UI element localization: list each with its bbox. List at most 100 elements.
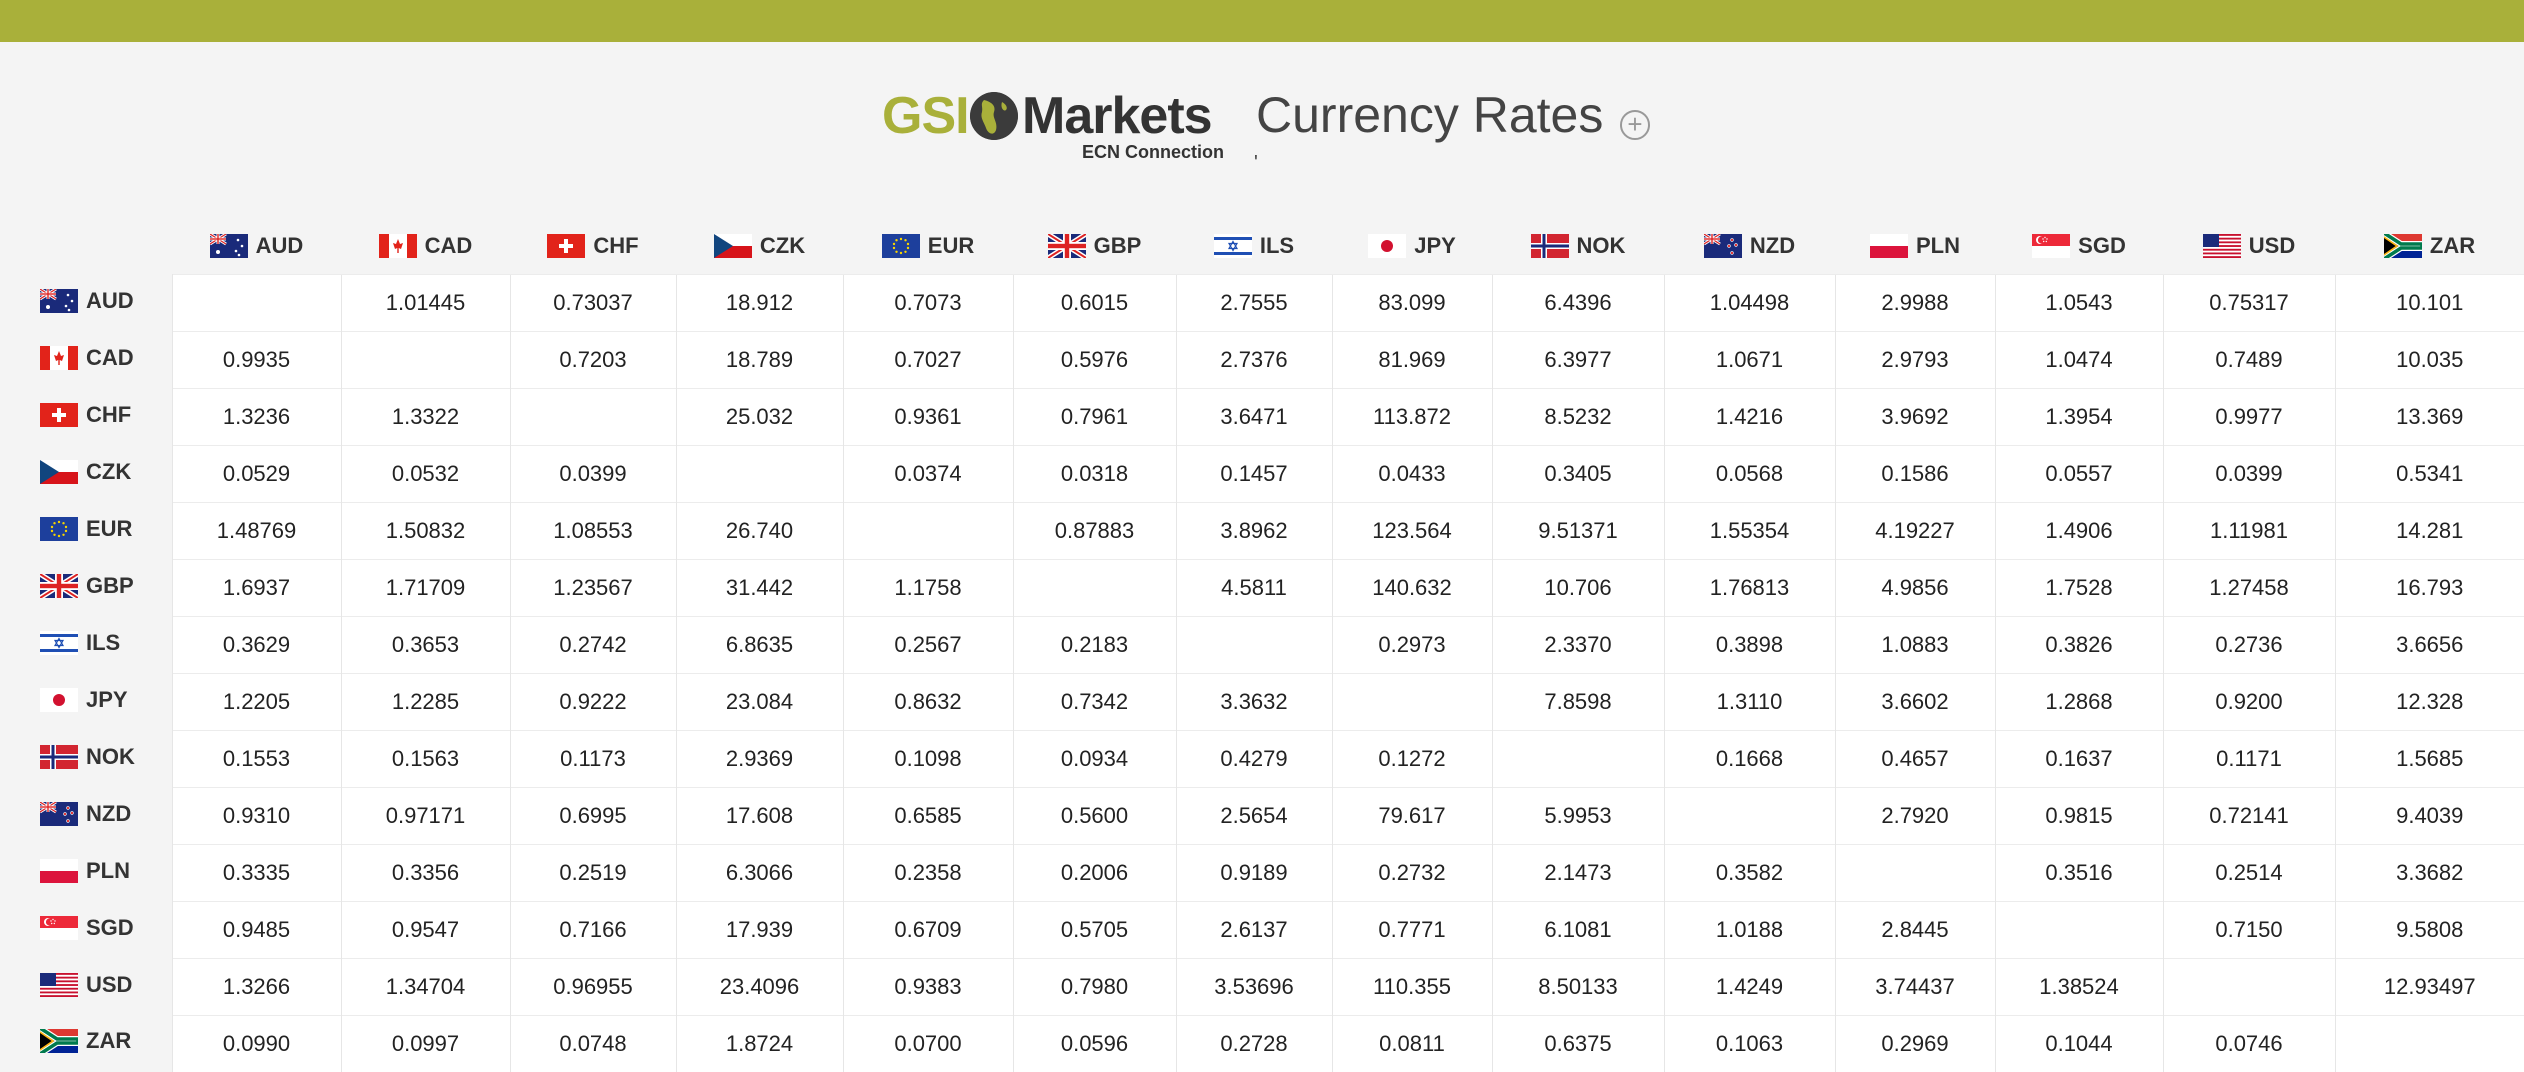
- column-header-sgd[interactable]: SGD: [1995, 222, 2163, 275]
- rate-cell: 0.2732: [1332, 845, 1492, 902]
- rate-cell: 9.51371: [1492, 503, 1664, 560]
- column-header-nzd[interactable]: NZD: [1664, 222, 1835, 275]
- logo-tagline: ECN Connection: [1082, 142, 1224, 163]
- currency-code-label: NOK: [86, 744, 135, 770]
- row-header-ils[interactable]: ILS: [0, 617, 172, 674]
- rate-cell: 0.5600: [1013, 788, 1176, 845]
- rate-cell: 0.3356: [341, 845, 510, 902]
- row-header-nok[interactable]: NOK: [0, 731, 172, 788]
- column-header-pln[interactable]: PLN: [1835, 222, 1995, 275]
- row-currency: CAD: [40, 345, 134, 371]
- globe-icon: [970, 92, 1018, 140]
- flag-nok-icon: [40, 745, 78, 769]
- flag-ils-icon: [40, 631, 78, 655]
- rate-cell: 1.3322: [341, 389, 510, 446]
- rate-cell: 0.73037: [510, 275, 676, 332]
- column-header-gbp[interactable]: GBP: [1013, 222, 1176, 275]
- rate-cell: 0.2514: [2163, 845, 2335, 902]
- rate-cell: 1.6937: [172, 560, 341, 617]
- plus-circle-icon[interactable]: +: [1620, 110, 1650, 140]
- row-header-czk[interactable]: CZK: [0, 446, 172, 503]
- rate-cell: 1.38524: [1995, 959, 2163, 1016]
- column-header-czk[interactable]: CZK: [676, 222, 843, 275]
- row-header-jpy[interactable]: JPY: [0, 674, 172, 731]
- rate-cell: 1.48769: [172, 503, 341, 560]
- rate-cell: 1.2868: [1995, 674, 2163, 731]
- rate-cell: 0.72141: [2163, 788, 2335, 845]
- rate-cell: 0.1171: [2163, 731, 2335, 788]
- column-header-cad[interactable]: CAD: [341, 222, 510, 275]
- rate-cell: 0.6585: [843, 788, 1013, 845]
- column-currency: AUD: [210, 233, 304, 259]
- gsi-markets-logo[interactable]: GSI Markets ECN Connection: [882, 86, 1222, 166]
- flag-usd-icon: [2203, 234, 2241, 258]
- rate-cell: 0.3516: [1995, 845, 2163, 902]
- column-currency: CHF: [547, 233, 638, 259]
- currency-code-label: AUD: [256, 233, 304, 259]
- rate-cell: 6.3066: [676, 845, 843, 902]
- rate-cell: 6.4396: [1492, 275, 1664, 332]
- column-header-ils[interactable]: ILS: [1176, 222, 1332, 275]
- rate-cell: 6.3977: [1492, 332, 1664, 389]
- flag-ils-icon: [1214, 234, 1252, 258]
- rate-cell: 9.4039: [2335, 788, 2524, 845]
- rate-cell: 1.34704: [341, 959, 510, 1016]
- currency-code-label: EUR: [928, 233, 974, 259]
- column-header-chf[interactable]: CHF: [510, 222, 676, 275]
- rate-cell: 1.3266: [172, 959, 341, 1016]
- rate-cell: 0.87883: [1013, 503, 1176, 560]
- rate-cell: 1.76813: [1664, 560, 1835, 617]
- column-header-zar[interactable]: ZAR: [2335, 222, 2524, 275]
- row-header-pln[interactable]: PLN: [0, 845, 172, 902]
- row-header-aud[interactable]: AUD: [0, 275, 172, 332]
- rate-cell: 3.6471: [1176, 389, 1332, 446]
- row-header-cad[interactable]: CAD: [0, 332, 172, 389]
- rate-cell: 13.369: [2335, 389, 2524, 446]
- top-accent-bar: [0, 0, 2524, 42]
- row-header-nzd[interactable]: NZD: [0, 788, 172, 845]
- rate-cell: 0.0433: [1332, 446, 1492, 503]
- rate-cell: 123.564: [1332, 503, 1492, 560]
- rate-cell: 4.9856: [1835, 560, 1995, 617]
- rate-cell: 4.5811: [1176, 560, 1332, 617]
- currency-code-label: JPY: [1414, 233, 1456, 259]
- rate-cell: 1.08553: [510, 503, 676, 560]
- row-currency: JPY: [40, 687, 128, 713]
- column-header-jpy[interactable]: JPY: [1332, 222, 1492, 275]
- rate-cell: 2.9369: [676, 731, 843, 788]
- column-header-eur[interactable]: EUR: [843, 222, 1013, 275]
- row-header-sgd[interactable]: SGD: [0, 902, 172, 959]
- column-header-usd[interactable]: USD: [2163, 222, 2335, 275]
- row-header-eur[interactable]: EUR: [0, 503, 172, 560]
- flag-nzd-icon: [1704, 234, 1742, 258]
- rate-cell: 0.2736: [2163, 617, 2335, 674]
- rate-cell: 0.0532: [341, 446, 510, 503]
- rate-cell: 1.50832: [341, 503, 510, 560]
- row-header-usd[interactable]: USD: [0, 959, 172, 1016]
- rate-cell: 3.8962: [1176, 503, 1332, 560]
- currency-code-label: CHF: [86, 402, 131, 428]
- rate-cell: 3.53696: [1176, 959, 1332, 1016]
- column-currency: USD: [2203, 233, 2295, 259]
- rate-cell: 12.93497: [2335, 959, 2524, 1016]
- rate-cell: 1.3954: [1995, 389, 2163, 446]
- rate-cell: 113.872: [1332, 389, 1492, 446]
- rate-cell: 1.55354: [1664, 503, 1835, 560]
- rate-cell: 7.8598: [1492, 674, 1664, 731]
- flag-usd-icon: [40, 973, 78, 997]
- rate-cell: [1664, 788, 1835, 845]
- row-header-chf[interactable]: CHF: [0, 389, 172, 446]
- row-header-gbp[interactable]: GBP: [0, 560, 172, 617]
- rate-cell: 0.3629: [172, 617, 341, 674]
- rate-cell: 3.6656: [2335, 617, 2524, 674]
- rate-cell: 0.7203: [510, 332, 676, 389]
- column-header-aud[interactable]: AUD: [172, 222, 341, 275]
- column-header-nok[interactable]: NOK: [1492, 222, 1664, 275]
- currency-code-label: GBP: [86, 573, 134, 599]
- currency-code-label: NOK: [1577, 233, 1626, 259]
